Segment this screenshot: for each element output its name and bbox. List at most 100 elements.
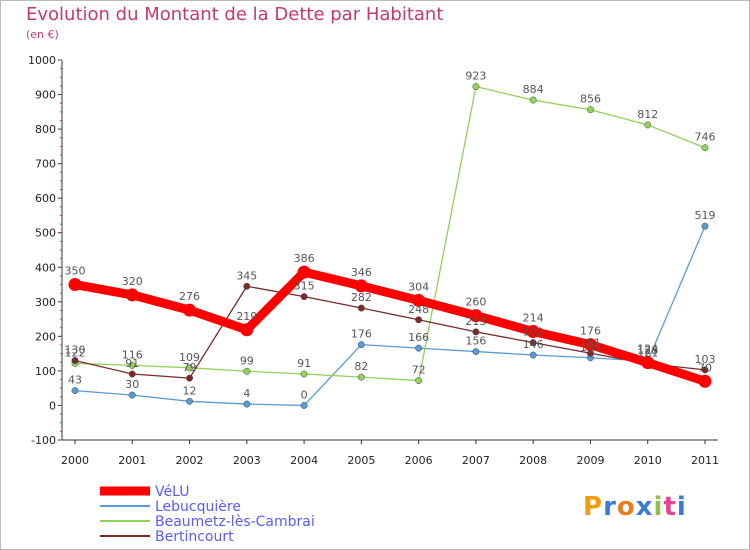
- data-label-1: 4: [243, 387, 250, 400]
- data-label-3: 91: [125, 357, 139, 370]
- data-label-0: 124: [637, 343, 658, 356]
- series-point-2: [701, 144, 709, 152]
- data-label-3: 345: [236, 269, 257, 282]
- series-line-3: [74, 285, 706, 379]
- data-label-2: 746: [695, 131, 716, 144]
- data-label-0: 350: [65, 265, 86, 278]
- data-label-0: 320: [122, 275, 143, 288]
- y-tick-label: 200: [35, 330, 56, 343]
- data-label-1: 12: [183, 384, 197, 397]
- x-tick-label: 2006: [405, 454, 433, 467]
- series-point-1: [472, 348, 480, 356]
- data-label-0: 276: [179, 290, 200, 303]
- series-point-0: [68, 278, 82, 292]
- series-point-0: [183, 303, 197, 317]
- data-label-1: 156: [465, 335, 486, 348]
- y-tick-label: 100: [35, 365, 56, 378]
- x-tick-label: 2003: [233, 454, 261, 467]
- series-point-2: [472, 83, 480, 91]
- series-point-1: [300, 402, 308, 409]
- data-label-3: 248: [408, 303, 429, 316]
- legend-label-0: VéLU: [155, 484, 189, 500]
- y-tick-label: -100: [31, 434, 56, 447]
- data-label-2: 923: [465, 70, 486, 83]
- legend-label-2: Beaumetz-lès-Cambrai: [155, 514, 315, 530]
- series-point-0: [354, 279, 368, 293]
- series-point-1: [701, 222, 709, 230]
- x-tick-label: 2002: [176, 454, 204, 467]
- series-point-3: [243, 282, 251, 290]
- data-label-0: 176: [580, 325, 601, 338]
- y-tick-label: 500: [35, 227, 56, 240]
- data-label-2: 91: [297, 357, 311, 370]
- data-label-1: 146: [523, 338, 544, 351]
- x-tick-label: 2007: [462, 454, 490, 467]
- x-tick-label: 2009: [576, 454, 604, 467]
- data-label-3: 151: [580, 336, 601, 349]
- x-tick-label: 2001: [118, 454, 146, 467]
- data-label-0: 219: [236, 310, 257, 323]
- data-label-3: 79: [183, 361, 197, 374]
- y-tick-label: 900: [35, 89, 56, 102]
- series-point-2: [357, 373, 365, 381]
- data-label-0: 70: [698, 361, 712, 374]
- data-label-1: 519: [695, 209, 716, 222]
- series-point-2: [644, 121, 652, 129]
- x-tick-label: 2008: [519, 454, 547, 467]
- data-label-3: 213: [465, 315, 486, 328]
- series-point-3: [186, 374, 193, 382]
- series-point-2: [587, 106, 594, 114]
- data-label-2: 72: [412, 364, 426, 377]
- axes: -100010020030040050060070080090010002000…: [28, 54, 719, 467]
- series-line-0: [70, 267, 710, 386]
- series-line-2: [74, 85, 706, 382]
- y-tick-label: 400: [35, 261, 56, 274]
- data-label-0: 304: [408, 280, 429, 293]
- data-label-0: 214: [523, 312, 544, 325]
- series-point-3: [300, 293, 308, 301]
- series-point-3: [128, 370, 136, 378]
- series-point-0: [240, 323, 254, 337]
- data-label-2: 82: [354, 360, 368, 373]
- data-label-2: 116: [122, 348, 143, 361]
- y-tick-label: 1000: [28, 54, 56, 67]
- series-point-0: [526, 325, 540, 339]
- data-label-3: 121: [637, 347, 658, 360]
- x-tick-label: 2005: [347, 454, 375, 467]
- series-point-2: [186, 364, 193, 372]
- data-label-1: 43: [68, 374, 82, 387]
- data-label-1: 166: [408, 331, 429, 344]
- y-tick-label: 300: [35, 296, 56, 309]
- series-point-2: [243, 367, 251, 375]
- legend-label-3: Bertincourt: [155, 529, 234, 545]
- legend-label-1: Lebucquière: [155, 499, 241, 515]
- y-tick-label: 0: [49, 399, 56, 412]
- data-label-1: 138: [580, 341, 601, 354]
- data-label-2: 856: [580, 93, 601, 106]
- series-layer: [68, 83, 712, 409]
- series-point-3: [472, 328, 480, 336]
- chart-subtitle: (en €): [26, 28, 59, 41]
- data-label-3: 282: [351, 291, 372, 304]
- series-point-2: [529, 96, 537, 104]
- data-label-2: 99: [240, 354, 254, 367]
- x-tick-label: 2011: [691, 454, 719, 467]
- series-point-3: [529, 339, 537, 347]
- data-label-1: 30: [125, 378, 139, 391]
- data-label-1: 128: [637, 344, 658, 357]
- data-label-1: 0: [301, 388, 308, 401]
- series-point-0: [641, 356, 655, 370]
- data-label-3: 315: [294, 280, 315, 293]
- series-point-1: [529, 351, 537, 359]
- y-tick-label: 800: [35, 123, 56, 136]
- series-line-1: [74, 225, 706, 407]
- y-tick-label: 600: [35, 192, 56, 205]
- data-label-0: 346: [351, 266, 372, 279]
- series-point-1: [357, 341, 365, 349]
- data-label-3: 103: [695, 353, 716, 366]
- series-point-0: [698, 374, 712, 388]
- data-label-2: 122: [65, 346, 86, 359]
- series-point-0: [297, 265, 311, 279]
